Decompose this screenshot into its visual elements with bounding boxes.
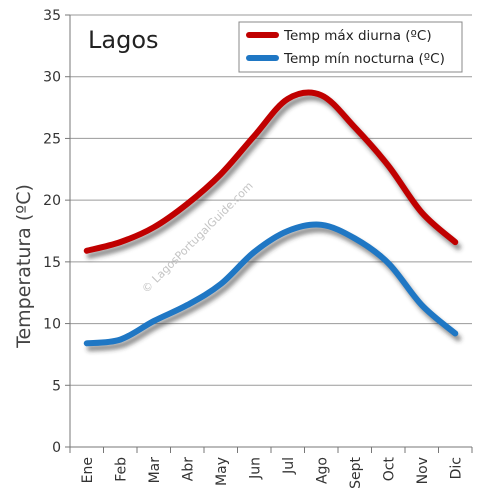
data-point (184, 302, 190, 308)
legend-box (238, 21, 463, 73)
data-point (352, 235, 358, 242)
data-point (352, 124, 358, 130)
x-tick-label: Ene (80, 457, 96, 483)
data-point (251, 133, 257, 139)
data-point (285, 96, 291, 102)
data-point (318, 92, 324, 98)
data-point (218, 281, 224, 287)
series-line-0 (83, 89, 459, 254)
y-tick-label: 35 (43, 8, 61, 24)
y-tick-label: 5 (52, 378, 61, 394)
data-point (151, 318, 157, 324)
y-axis-label: Temperatura (ºC) (13, 184, 35, 349)
y-tick-label: 25 (43, 131, 61, 147)
x-tick-label: Ago (314, 457, 330, 484)
data-point (251, 249, 257, 255)
x-tick-label: Oct (381, 457, 397, 482)
data-point (84, 340, 90, 346)
y-tick-label: 20 (43, 193, 61, 209)
chart-title: Lagos (88, 26, 159, 54)
gridlines (70, 14, 472, 448)
x-tick-label: Abr (180, 457, 196, 481)
legend-label-max: Temp máx diurna (ºC) (283, 28, 432, 44)
x-tick-label: Dic (448, 457, 464, 479)
data-point (452, 239, 458, 245)
data-point (117, 337, 123, 343)
legend: Temp máx diurna (ºC) Temp mín nocturna (… (238, 21, 463, 73)
data-point (419, 209, 425, 216)
x-tick-label: Jun (247, 457, 263, 480)
series-lines (83, 89, 459, 347)
data-point (452, 330, 458, 337)
data-point (318, 222, 324, 228)
series-shadows (86, 94, 462, 352)
data-point (419, 302, 425, 308)
data-point (151, 224, 157, 230)
data-point (84, 248, 90, 254)
legend-label-min: Temp mín nocturna (ºC) (283, 51, 445, 67)
y-tick-label: 10 (43, 317, 61, 333)
x-tick-label: Jul (281, 457, 297, 475)
x-tick-label: Nov (415, 457, 431, 484)
x-tick-label: Sept (348, 457, 364, 489)
data-point (385, 260, 391, 266)
data-point (184, 201, 190, 207)
y-tick-label: 15 (43, 255, 61, 271)
data-point (385, 162, 391, 169)
data-point (218, 171, 224, 177)
tick-labels: 0 5 10 15 20 25 30 35 Ene Feb Mar Abr May Jun Jul Ago Se… (43, 8, 464, 489)
y-tick-label: 0 (52, 440, 61, 456)
x-tick-label: May (214, 457, 230, 486)
data-point (117, 239, 123, 245)
x-tick-label: Mar (147, 457, 163, 484)
axes (65, 14, 473, 453)
x-tick-label: Feb (113, 457, 129, 482)
data-point (285, 228, 291, 234)
y-tick-label: 30 (43, 70, 61, 86)
series-line-1 (83, 221, 459, 347)
